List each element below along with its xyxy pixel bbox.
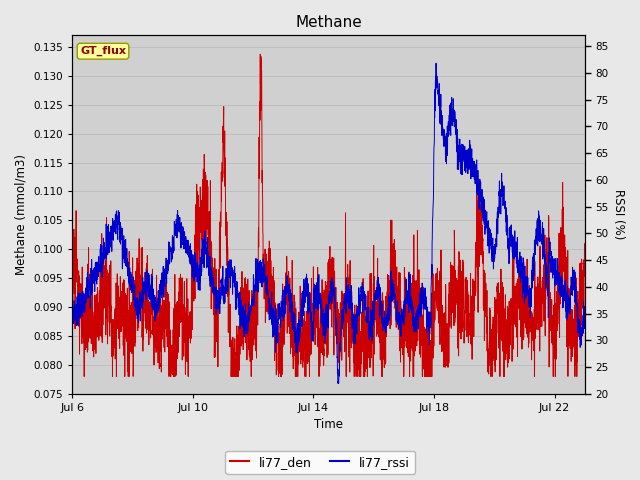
Y-axis label: Methane (mmol/m3): Methane (mmol/m3) bbox=[15, 154, 28, 275]
Title: Methane: Methane bbox=[295, 15, 362, 30]
Text: GT_flux: GT_flux bbox=[80, 46, 126, 56]
Y-axis label: RSSI (%): RSSI (%) bbox=[612, 190, 625, 240]
X-axis label: Time: Time bbox=[314, 419, 343, 432]
Legend: li77_den, li77_rssi: li77_den, li77_rssi bbox=[225, 451, 415, 474]
